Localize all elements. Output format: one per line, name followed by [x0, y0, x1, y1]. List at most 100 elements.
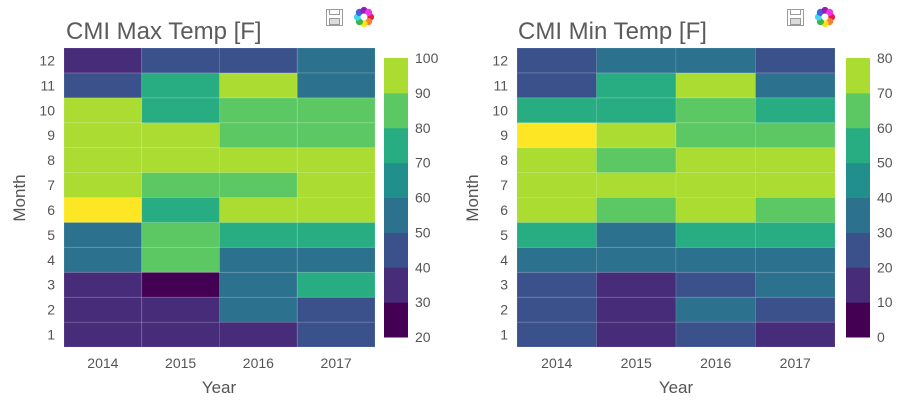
colorbar-tick-label: 50: [877, 155, 893, 171]
y-tick-label: 7: [500, 177, 508, 193]
heatmap-cell: [296, 197, 376, 223]
heatmap-cell: [516, 122, 597, 149]
heatmap-cell: [63, 296, 143, 323]
heatmap-cell: [141, 97, 220, 124]
colorbar-band: [384, 162, 408, 198]
heatmap-cell: [141, 296, 220, 323]
heatmap-cell: [675, 147, 756, 174]
heatmap-cell: [516, 271, 597, 298]
heatmap-cell: [596, 47, 677, 74]
colorbar-band: [846, 302, 870, 338]
chart-title: CMI Min Temp [F]: [518, 18, 707, 45]
colorbar-band: [846, 232, 870, 268]
colorbar-band: [384, 58, 408, 94]
heatmap-cell: [675, 122, 756, 149]
heatmap-cell: [141, 321, 220, 348]
save-icon[interactable]: [326, 9, 343, 26]
y-tick-label: 2: [47, 302, 55, 318]
max-temp-chart: CMI Max Temp [F] Year Month 123456789101…: [10, 6, 439, 397]
y-tick-label: 3: [500, 277, 508, 293]
heatmap-cell: [596, 122, 677, 149]
y-tick-label: 6: [47, 202, 55, 218]
heatmap-cell: [63, 47, 143, 74]
colorbar-tick-label: 20: [415, 329, 431, 345]
heatmap-cell: [219, 172, 298, 198]
colorbar-tick-label: 60: [877, 120, 893, 136]
heatmap-cell: [596, 172, 677, 198]
colorbar-band: [846, 58, 870, 94]
heatmap-cell: [296, 147, 376, 174]
heatmap-cell: [219, 47, 298, 74]
colorbar-tick-label: 60: [415, 190, 431, 206]
heatmap-cell: [516, 197, 597, 223]
heatmap-cell: [755, 246, 836, 273]
save-icon[interactable]: [787, 9, 804, 26]
heatmap-cell: [516, 47, 597, 74]
colorbar-tick-label: 20: [877, 259, 893, 275]
heatmap-cell: [63, 172, 143, 198]
heatmap-cell: [516, 72, 597, 99]
heatmap-cell: [296, 271, 376, 298]
bokeh-logo-icon[interactable]: [353, 6, 375, 28]
colorbar-band: [384, 92, 408, 129]
heatmap-cell: [219, 147, 298, 174]
heatmap-cell: [596, 197, 677, 223]
heatmap-cell: [219, 197, 298, 223]
heatmap-cell: [755, 147, 836, 174]
heatmap-cell: [675, 47, 756, 74]
colorbar-band: [384, 197, 408, 233]
heatmap-cell: [596, 221, 677, 248]
x-tick-label: 2016: [243, 355, 274, 371]
heatmap-cell: [755, 122, 836, 149]
heatmap-cell: [596, 72, 677, 99]
chart-title: CMI Max Temp [F]: [66, 18, 262, 45]
heatmap-cell: [296, 172, 376, 198]
heatmap-cell: [296, 246, 376, 273]
heatmap-cell: [516, 221, 597, 248]
colorbar-band: [846, 267, 870, 303]
colorbar-band: [846, 92, 870, 129]
y-tick-label: 9: [47, 127, 55, 143]
bokeh-logo-icon[interactable]: [814, 6, 836, 28]
x-axis-label: Year: [659, 378, 694, 397]
heatmap-cell: [516, 147, 597, 174]
colorbar-tick-label: 80: [877, 50, 893, 66]
min-temp-chart: CMI Min Temp [F] Year Month 123456789101…: [463, 6, 893, 397]
heatmap-cell: [141, 122, 220, 149]
heatmap-cell: [141, 246, 220, 273]
y-tick-label: 12: [492, 52, 508, 68]
colorbar-tick-label: 50: [415, 224, 431, 240]
y-tick-label: 8: [500, 152, 508, 168]
heatmap-cell: [755, 321, 836, 348]
heatmap-cell: [755, 97, 836, 124]
heatmap-cell: [63, 72, 143, 99]
heatmap-cell: [63, 197, 143, 223]
y-tick-label: 9: [500, 127, 508, 143]
heatmap-cell: [675, 221, 756, 248]
heatmap-cell: [755, 47, 836, 74]
heatmap-cell: [141, 47, 220, 74]
x-tick-label: 2015: [621, 355, 652, 371]
heatmap-cell: [296, 221, 376, 248]
heatmap-cell: [219, 246, 298, 273]
y-tick-label: 6: [500, 202, 508, 218]
y-tick-label: 1: [47, 327, 55, 343]
y-axis-label: Month: [10, 174, 29, 221]
colorbar-tick-label: 40: [415, 259, 431, 275]
y-tick-label: 1: [500, 327, 508, 343]
heatmap-cell: [63, 246, 143, 273]
heatmap-cell: [596, 321, 677, 348]
heatmap-cell: [675, 321, 756, 348]
heatmap-cell: [296, 72, 376, 99]
heatmap-cell: [141, 271, 220, 298]
heatmap-cell: [63, 147, 143, 174]
heatmap-cell: [219, 97, 298, 124]
heatmap-cell: [516, 172, 597, 198]
heatmap-cell: [63, 97, 143, 124]
heatmap-cell: [219, 122, 298, 149]
heatmap-cell: [675, 97, 756, 124]
heatmap-cell: [596, 97, 677, 124]
heatmap-cell: [675, 197, 756, 223]
heatmap-cell: [141, 147, 220, 174]
